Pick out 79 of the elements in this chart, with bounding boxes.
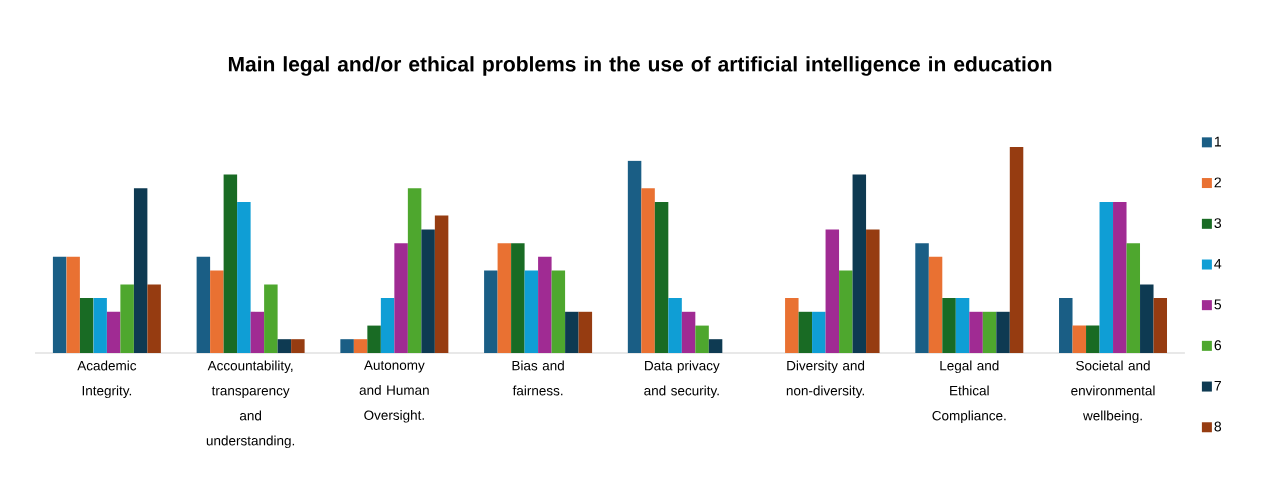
bar bbox=[340, 339, 354, 353]
legend-label: 1 bbox=[1214, 136, 1221, 147]
bar bbox=[565, 311, 579, 353]
bar bbox=[52, 256, 67, 353]
x-tick-label: Diversity and non-diversity. bbox=[786, 360, 865, 399]
bar bbox=[484, 270, 498, 353]
bar bbox=[1113, 201, 1127, 353]
x-tick-label: Societal and environmental wellbeing. bbox=[1071, 360, 1155, 424]
bar bbox=[66, 256, 80, 353]
legend-label: 8 bbox=[1214, 421, 1222, 432]
bar bbox=[210, 270, 224, 353]
bar bbox=[147, 284, 161, 353]
bar bbox=[866, 229, 880, 353]
x-tick-label: Data privacy and security. bbox=[644, 360, 720, 399]
bar bbox=[1072, 325, 1087, 353]
bar bbox=[353, 339, 368, 353]
legend-label: 2 bbox=[1214, 177, 1221, 188]
bar bbox=[1126, 243, 1141, 353]
bar bbox=[996, 311, 1010, 353]
x-tick-label: Bias and fairness. bbox=[512, 360, 564, 396]
bar bbox=[1099, 201, 1114, 353]
bar bbox=[668, 297, 682, 353]
bar bbox=[511, 243, 525, 353]
bar bbox=[1140, 284, 1154, 353]
bar bbox=[798, 311, 813, 353]
bar bbox=[839, 270, 853, 353]
bar bbox=[785, 297, 799, 353]
bar bbox=[1009, 146, 1024, 353]
bar bbox=[120, 284, 134, 353]
bar bbox=[497, 243, 512, 353]
bar bbox=[1059, 297, 1073, 353]
x-tick-label: Legal and Ethical Compliance. bbox=[932, 360, 1006, 424]
bar bbox=[538, 256, 552, 353]
bar bbox=[421, 229, 435, 353]
bar bbox=[250, 311, 265, 353]
x-tick-label: Academic Integrity. bbox=[77, 360, 137, 399]
bar bbox=[434, 215, 449, 353]
bar bbox=[237, 201, 251, 353]
bar bbox=[955, 297, 970, 353]
bar bbox=[1153, 297, 1168, 353]
bar bbox=[79, 297, 94, 353]
bar bbox=[106, 311, 121, 353]
bar bbox=[367, 325, 381, 353]
bar bbox=[942, 297, 956, 353]
bar bbox=[196, 256, 211, 353]
bar bbox=[641, 188, 655, 353]
bar bbox=[524, 270, 539, 353]
bar bbox=[654, 201, 669, 353]
x-tick-label: Accountability, transparency and understanding. bbox=[206, 360, 295, 449]
x-tick-label: Autonomy and Human Oversight. bbox=[359, 360, 429, 423]
bar bbox=[380, 297, 395, 353]
bar bbox=[394, 243, 408, 353]
bar bbox=[1086, 325, 1100, 353]
bar bbox=[708, 339, 723, 353]
legend-label: 3 bbox=[1214, 218, 1222, 229]
legend-label: 7 bbox=[1214, 380, 1221, 391]
bar bbox=[264, 284, 278, 353]
legend-label: 6 bbox=[1214, 340, 1222, 351]
bar bbox=[133, 188, 148, 353]
legend-label: 4 bbox=[1214, 258, 1222, 269]
legend-label: 5 bbox=[1214, 299, 1222, 310]
bar bbox=[852, 174, 867, 353]
bar bbox=[578, 311, 593, 353]
bar bbox=[407, 188, 422, 353]
bar bbox=[681, 311, 696, 353]
bar bbox=[928, 256, 943, 353]
bar bbox=[93, 297, 107, 353]
bar bbox=[277, 339, 292, 353]
bar bbox=[695, 325, 709, 353]
bar bbox=[551, 270, 566, 353]
bar bbox=[627, 160, 642, 353]
bar bbox=[825, 229, 840, 353]
bar bbox=[915, 243, 929, 353]
chart-title: Main legal and/or ethical problems in the use of artificial intelligence in education bbox=[228, 56, 1052, 76]
bar bbox=[982, 311, 997, 353]
bar bbox=[969, 311, 983, 353]
bar bbox=[812, 311, 826, 353]
bar bbox=[291, 339, 305, 353]
bar bbox=[223, 174, 238, 353]
